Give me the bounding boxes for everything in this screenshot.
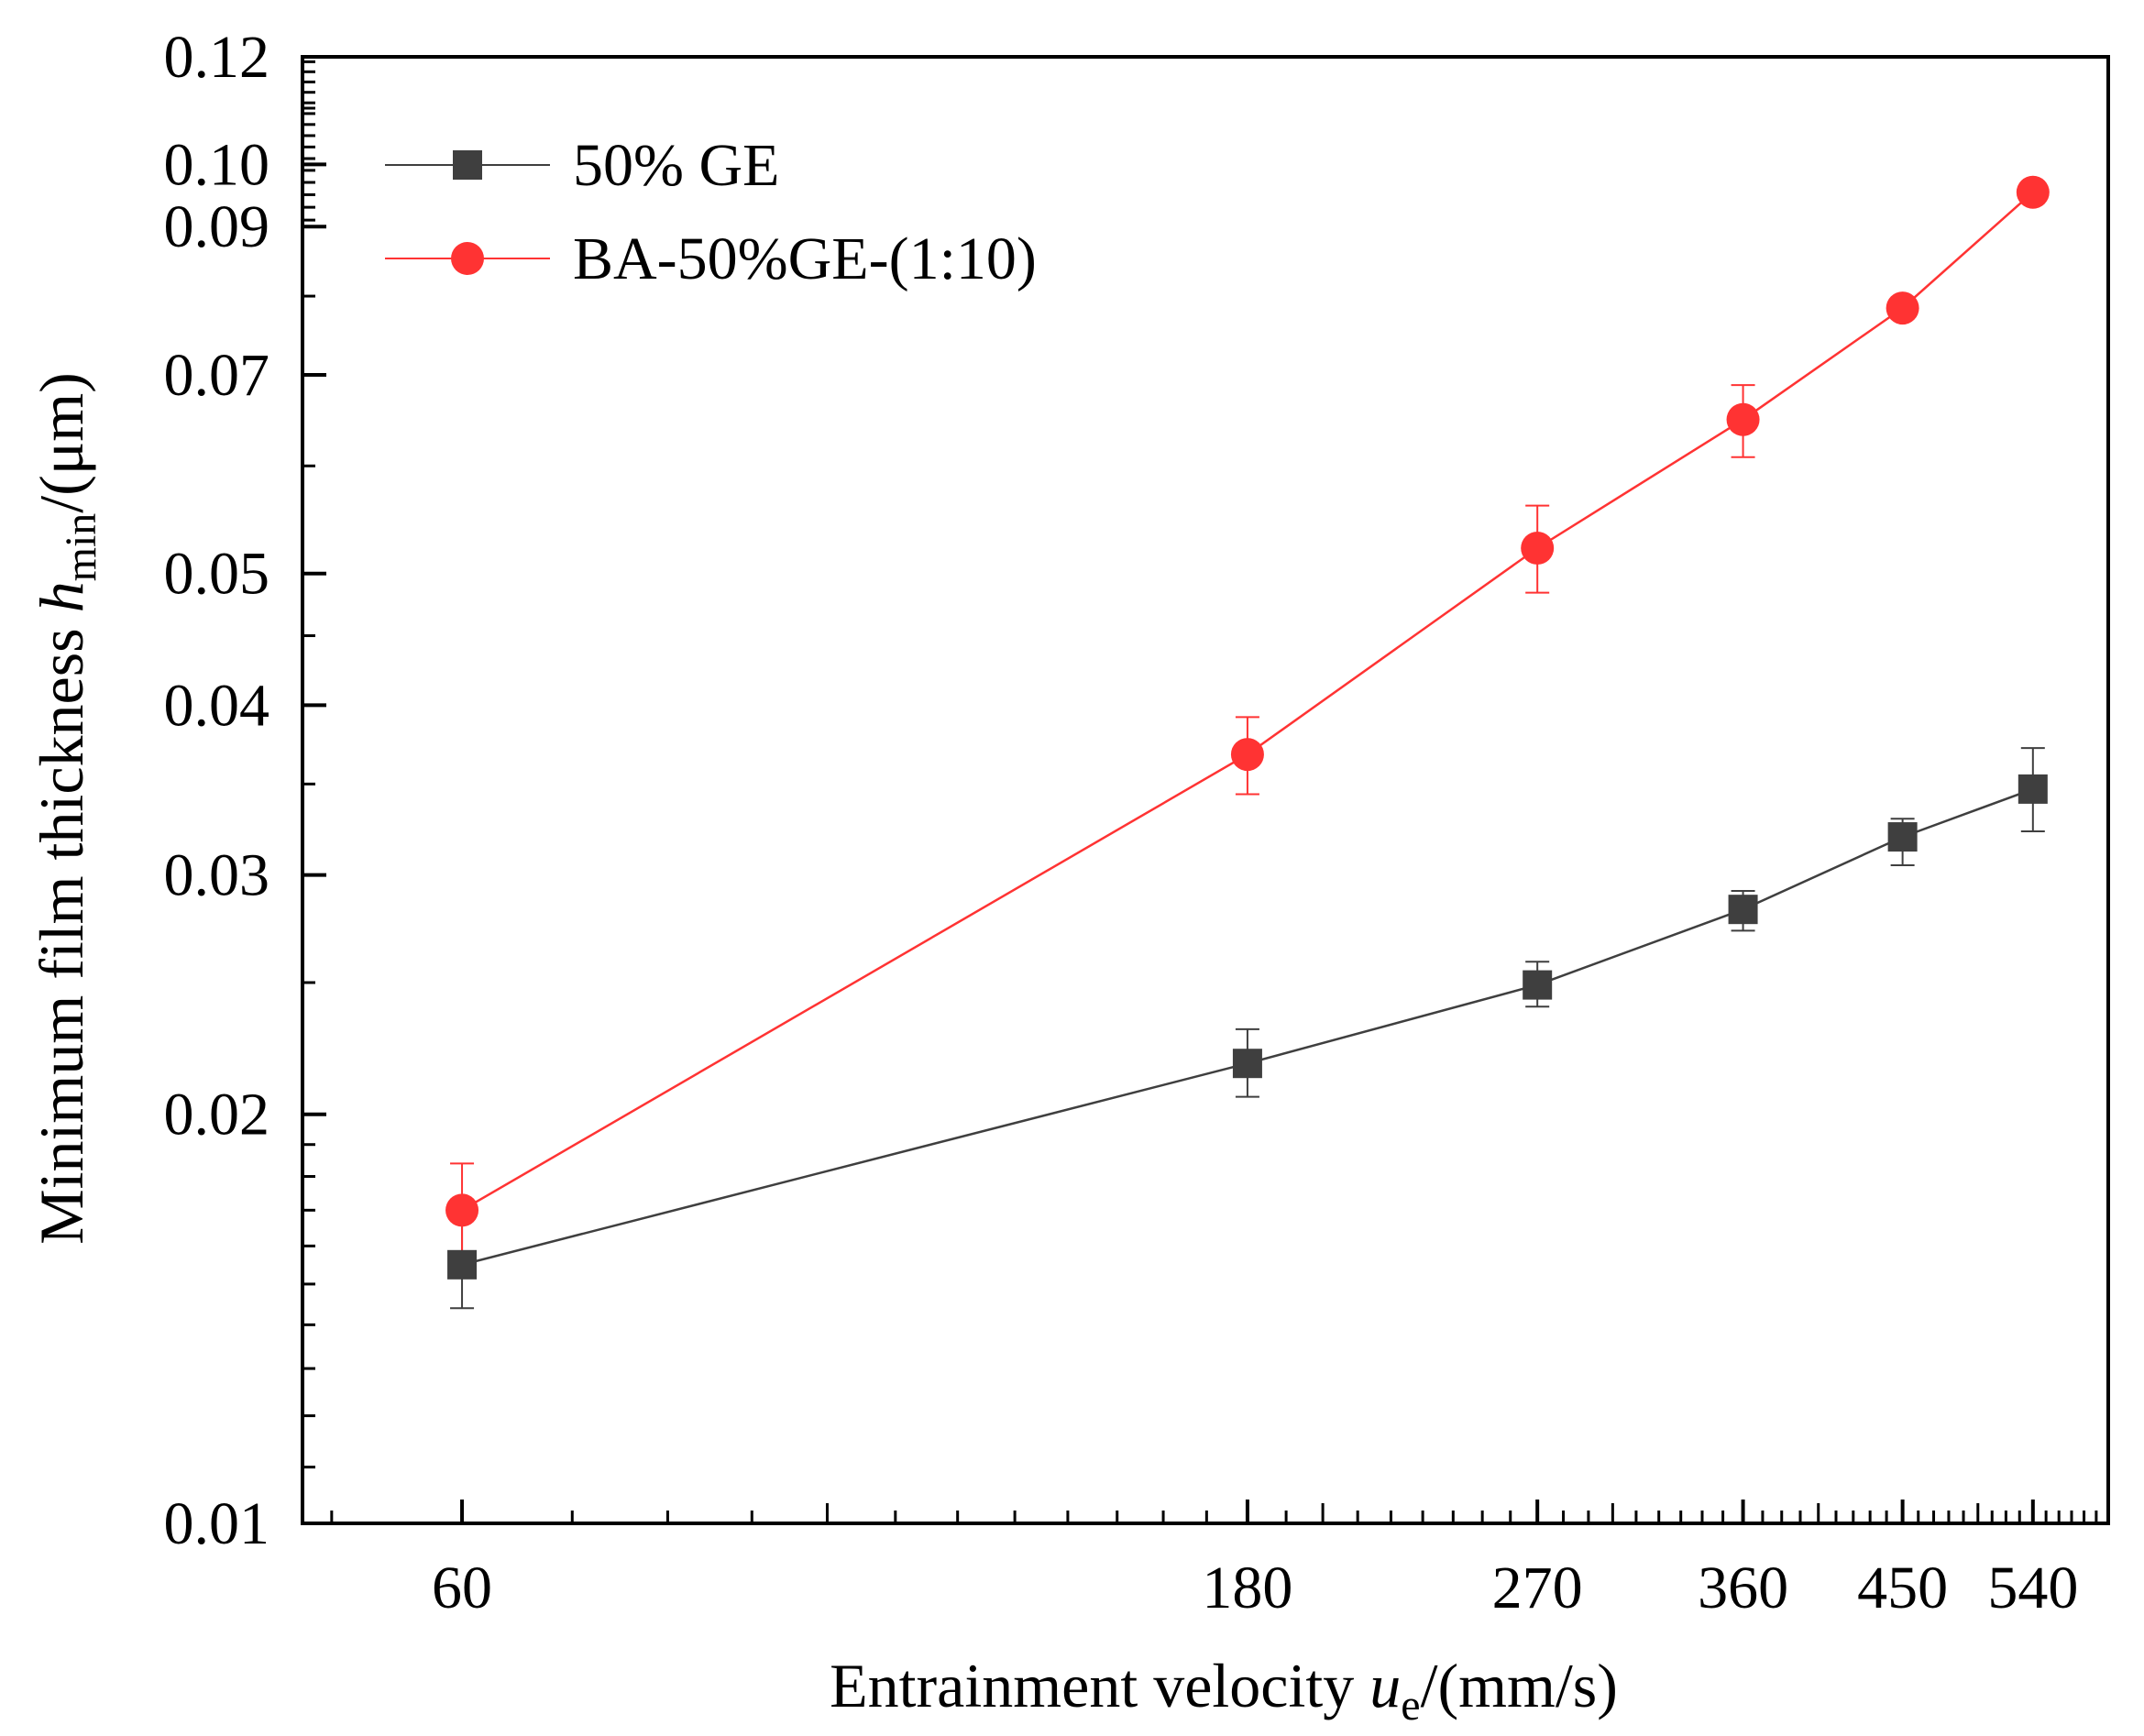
y-tick-label: 0.12 bbox=[164, 24, 270, 91]
x-tick-labels: 60 180 270 360 450 540 bbox=[432, 1555, 2078, 1621]
data-point-square bbox=[2018, 774, 2048, 804]
data-point-circle bbox=[445, 1193, 479, 1227]
x-tick-label: 270 bbox=[1492, 1555, 1583, 1621]
data-point-square bbox=[1728, 895, 1758, 925]
y-tick-label: 0.07 bbox=[164, 342, 270, 409]
y-tick-label: 0.09 bbox=[164, 193, 270, 260]
x-tick-label: 360 bbox=[1698, 1555, 1788, 1621]
data-point-circle bbox=[2016, 175, 2050, 209]
y-tick-label: 0.02 bbox=[164, 1082, 270, 1148]
y-tick-label: 0.10 bbox=[164, 131, 270, 198]
data-point-circle bbox=[1521, 531, 1555, 565]
major-ticks bbox=[302, 55, 2035, 1525]
minor-ticks bbox=[302, 60, 2110, 1523]
y-tick-label: 0.01 bbox=[164, 1490, 270, 1557]
legend-label-50-ge: 50% GE bbox=[573, 132, 779, 199]
legend-item-50-ge: 50% GE bbox=[385, 132, 779, 199]
data-point-square bbox=[1232, 1049, 1262, 1079]
data-markers bbox=[445, 175, 2050, 1280]
y-tick-labels: 0.01 0.02 0.03 0.04 0.05 0.07 0.090.10 0.12 bbox=[164, 24, 270, 1557]
data-point-circle bbox=[1726, 402, 1760, 436]
x-tick-label: 180 bbox=[1202, 1555, 1292, 1621]
y-tick-label: 0.03 bbox=[164, 842, 270, 909]
data-point-square bbox=[1523, 970, 1553, 1000]
y-axis-label: Minimum film thickness hmin/(μm) bbox=[27, 372, 105, 1245]
legend: 50% GE BA-50%GE-(1:10) bbox=[385, 132, 1037, 292]
series-line-0 bbox=[461, 787, 2034, 1267]
y-tick-label: 0.04 bbox=[164, 672, 270, 739]
x-tick-label: 540 bbox=[1987, 1555, 2078, 1621]
data-point-circle bbox=[1230, 738, 1264, 772]
data-point-circle bbox=[1886, 291, 1919, 325]
plot-frame bbox=[301, 55, 2110, 1525]
legend-marker-circle bbox=[451, 242, 484, 275]
y-tick-label: 0.05 bbox=[164, 541, 270, 608]
series-line-1 bbox=[461, 191, 2034, 1212]
x-axis-label: Entrainment velocity ue/(mm/s) bbox=[830, 1651, 1618, 1730]
legend-label-ba-50-ge: BA-50%GE-(1:10) bbox=[573, 225, 1037, 292]
series-lines bbox=[461, 191, 2034, 1267]
data-point-square bbox=[1887, 822, 1918, 852]
data-point-square bbox=[447, 1249, 478, 1280]
x-tick-label: 450 bbox=[1857, 1555, 1948, 1621]
legend-marker-square bbox=[453, 150, 482, 180]
legend-item-ba-50-ge: BA-50%GE-(1:10) bbox=[385, 225, 1037, 292]
error-bars bbox=[450, 384, 2045, 1310]
x-tick-label: 60 bbox=[432, 1555, 492, 1621]
